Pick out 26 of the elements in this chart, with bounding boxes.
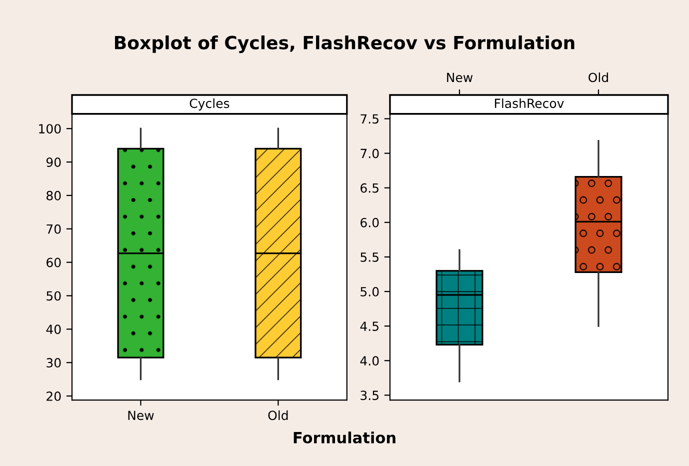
y-tick-label: 80 xyxy=(46,190,61,200)
y-tick-label: 70 xyxy=(46,224,61,234)
y-tick-label: 5.0 xyxy=(360,286,379,296)
y-tick-label: 4.0 xyxy=(360,356,379,366)
y-tick-label: 5.5 xyxy=(360,252,378,262)
y-tick-label: 40 xyxy=(46,324,61,334)
x-tick-label: New xyxy=(128,410,154,420)
y-tick-label: 3.5 xyxy=(360,390,378,400)
y-tick-label: 30 xyxy=(46,358,61,368)
x-axis-title: Formulation xyxy=(294,432,396,444)
y-tick-label: 6.5 xyxy=(360,183,378,193)
y-tick-label: 20 xyxy=(46,391,61,401)
y-tick-label: 6.0 xyxy=(360,218,379,228)
x-tick-label: Old xyxy=(268,410,288,420)
chart-subtitle: Cycles xyxy=(190,98,230,110)
y-tick-label: 50 xyxy=(46,291,61,301)
y-tick-label: 4.5 xyxy=(360,322,378,331)
x-tick-label: Old xyxy=(588,72,608,82)
y-tick-label: 100 xyxy=(39,124,61,134)
y-tick-label: 90 xyxy=(46,157,61,167)
y-tick-label: 60 xyxy=(46,258,61,268)
y-tick-label: 7.5 xyxy=(360,114,378,124)
chart-title: Boxplot of Cycles, FlashRecov vs Formulation xyxy=(115,35,574,54)
x-tick-label: New xyxy=(447,72,473,82)
chart-subtitle: FlashRecov xyxy=(494,98,564,108)
y-tick-label: 7.0 xyxy=(360,148,379,158)
